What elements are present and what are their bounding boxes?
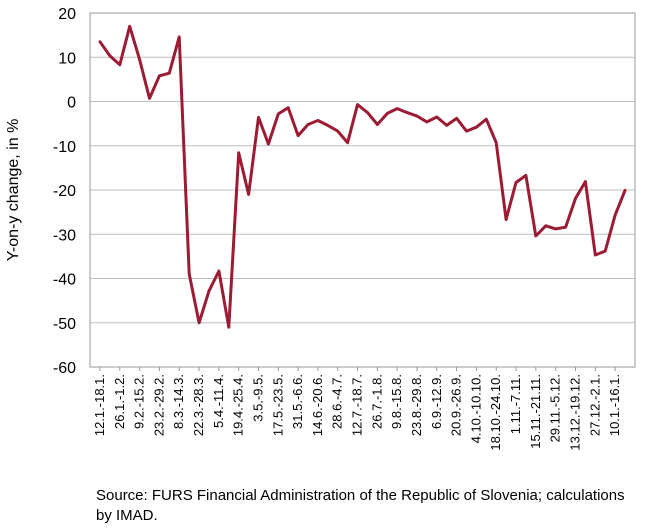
x-tick-label: 4.10.-10.10.	[468, 374, 483, 443]
x-tick-label: 6.9.-12.9.	[429, 374, 444, 429]
x-tick-label: 26.1.-1.2.	[112, 374, 127, 429]
data-point	[396, 107, 399, 110]
x-tick-label: 14.6.-20.6.	[310, 374, 325, 436]
data-point	[564, 226, 567, 229]
data-point	[554, 227, 557, 231]
data-point	[138, 58, 141, 61]
data-point	[148, 97, 151, 100]
gridlines	[90, 56, 635, 324]
x-tick-label: 27.12.-2.1.	[587, 374, 602, 436]
data-point	[188, 272, 191, 276]
source-note: Source: FURS Financial Administration of…	[96, 487, 625, 524]
data-point	[158, 74, 161, 78]
data-point	[534, 234, 537, 238]
y-axis-label: Y-on-y change, in %	[5, 119, 22, 262]
data-point	[455, 117, 458, 120]
x-tick-label: 18.10.-24.10.	[488, 374, 503, 451]
series-line	[98, 24, 627, 329]
plot-area-border	[89, 12, 636, 368]
data-point	[336, 129, 339, 133]
x-tick-label: 8.3.-14.3.	[171, 374, 186, 429]
data-point	[504, 218, 508, 221]
data-point	[584, 180, 587, 183]
data-point	[277, 112, 280, 116]
y-tick-label: -10	[53, 139, 76, 156]
y-tick-label: 20	[58, 6, 76, 23]
data-point	[108, 54, 112, 58]
data-point	[574, 197, 577, 200]
x-tick-label: 1.11.-7.11.	[508, 374, 523, 434]
x-tick-label: 19.4.-25.4.	[231, 374, 246, 436]
data-point	[306, 123, 310, 126]
y-tick-label: 0	[67, 95, 76, 112]
x-tick-label: 26.7.-1.8.	[369, 374, 384, 429]
data-point	[425, 120, 429, 124]
x-tick-label: 20.9.-26.9.	[449, 374, 464, 436]
data-point	[366, 111, 369, 114]
data-point	[594, 253, 597, 257]
data-point	[168, 72, 171, 75]
data-point	[514, 181, 518, 184]
data-point	[544, 224, 547, 227]
x-tick-label: 15.11.-21.11.	[528, 374, 543, 449]
data-point	[445, 124, 448, 127]
data-point	[257, 116, 260, 119]
y-tick-label: -20	[53, 183, 76, 200]
x-tick-label: 23.2.-29.2.	[151, 374, 166, 436]
data-point	[376, 123, 379, 126]
data-point	[287, 106, 290, 109]
data-point	[326, 124, 329, 127]
data-point	[207, 289, 211, 293]
x-tick-label: 13.12.-19.12.	[567, 374, 582, 451]
x-tick-label: 9.8.-15.8.	[389, 374, 404, 429]
data-point	[435, 115, 438, 119]
x-tick-label: 9.2.-15.2.	[132, 374, 147, 429]
data-point	[217, 269, 221, 273]
y-axis-ticks: 20 10 0 -10 -20 -30 -40 -50 -60	[53, 6, 76, 377]
data-point	[475, 126, 478, 129]
x-tick-label: 10.1.-16.1.	[607, 374, 622, 436]
data-point	[227, 326, 230, 329]
x-tick-label: 23.8.-29.8.	[409, 374, 424, 436]
y-tick-label: -40	[53, 272, 76, 289]
x-tick-label: 12.1.-18.1.	[92, 374, 107, 436]
data-point	[98, 40, 102, 43]
x-tick-label: 3.5.-9.5.	[250, 374, 265, 422]
x-axis-ticks: 12.1.-18.1. 26.1.-1.2. 9.2.-15.2. 23.2.-29.…	[92, 367, 622, 451]
x-tick-label: 17.5.-23.5.	[270, 374, 285, 436]
x-tick-label: 12.7.-18.7.	[350, 374, 365, 436]
y-tick-label: -60	[53, 360, 76, 377]
y-tick-label: -50	[53, 316, 76, 333]
data-point	[128, 25, 131, 28]
x-tick-label: 29.11.-5.12.	[548, 374, 563, 442]
data-point	[356, 103, 359, 106]
x-tick-label: 22.3.-28.3.	[191, 374, 206, 436]
data-point	[623, 189, 627, 192]
data-point	[267, 142, 270, 146]
y-tick-label: -30	[53, 227, 76, 244]
data-point	[613, 214, 617, 217]
data-point	[524, 174, 528, 177]
y-tick-label: 10	[58, 50, 76, 67]
x-tick-label: 28.6.-4.7.	[330, 374, 345, 429]
data-point	[405, 111, 409, 114]
data-point	[247, 193, 250, 196]
x-tick-label: 31.5.-6.6.	[290, 374, 305, 429]
data-point	[296, 134, 300, 137]
data-point	[485, 118, 488, 121]
data-point	[604, 249, 607, 253]
data-point	[346, 141, 349, 144]
data-point	[178, 35, 181, 39]
data-point	[415, 114, 419, 118]
data-point	[118, 63, 122, 66]
data-point	[316, 119, 320, 122]
x-tick-label: 5.4.-11.4.	[211, 374, 226, 428]
data-point	[386, 112, 389, 115]
data-point	[465, 129, 468, 133]
data-point	[197, 321, 201, 324]
data-point	[495, 141, 498, 144]
data-point	[237, 151, 240, 154]
series-layer	[98, 24, 627, 329]
